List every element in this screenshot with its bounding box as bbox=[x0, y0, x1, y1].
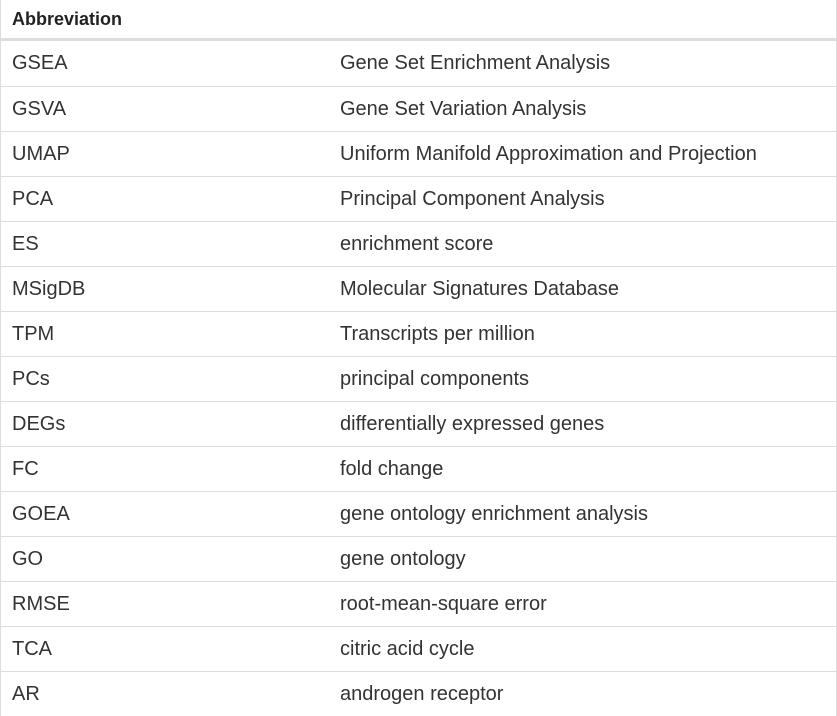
abbreviation-cell: RMSE bbox=[1, 582, 329, 627]
definition-cell: Principal Component Analysis bbox=[329, 177, 837, 222]
column-header-definition bbox=[329, 0, 837, 40]
definition-cell: differentially expressed genes bbox=[329, 402, 837, 447]
table-row: GSEA Gene Set Enrichment Analysis bbox=[1, 40, 837, 87]
abbreviation-cell: MSigDB bbox=[1, 267, 329, 312]
table-row: TCA citric acid cycle bbox=[1, 627, 837, 672]
table-row: FC fold change bbox=[1, 447, 837, 492]
abbreviation-cell: GSEA bbox=[1, 40, 329, 87]
table-row: MSigDB Molecular Signatures Database bbox=[1, 267, 837, 312]
table-body: GSEA Gene Set Enrichment Analysis GSVA G… bbox=[1, 40, 837, 716]
definition-cell: citric acid cycle bbox=[329, 627, 837, 672]
definition-cell: Gene Set Variation Analysis bbox=[329, 87, 837, 132]
definition-cell: gene ontology enrichment analysis bbox=[329, 492, 837, 537]
definition-cell: principal components bbox=[329, 357, 837, 402]
definition-cell: gene ontology bbox=[329, 537, 837, 582]
abbreviation-cell: AR bbox=[1, 672, 329, 716]
abbreviation-cell: FC bbox=[1, 447, 329, 492]
column-header-abbreviation: Abbreviation bbox=[1, 0, 329, 40]
abbreviation-cell: UMAP bbox=[1, 132, 329, 177]
definition-cell: Uniform Manifold Approximation and Proje… bbox=[329, 132, 837, 177]
table-row: ES enrichment score bbox=[1, 222, 837, 267]
abbreviation-cell: TCA bbox=[1, 627, 329, 672]
abbreviation-cell: ES bbox=[1, 222, 329, 267]
table-row: AR androgen receptor bbox=[1, 672, 837, 716]
definition-cell: root-mean-square error bbox=[329, 582, 837, 627]
table-header-row: Abbreviation bbox=[1, 0, 837, 40]
table-row: GSVA Gene Set Variation Analysis bbox=[1, 87, 837, 132]
abbreviation-cell: GO bbox=[1, 537, 329, 582]
table-row: PCs principal components bbox=[1, 357, 837, 402]
definition-cell: Gene Set Enrichment Analysis bbox=[329, 40, 837, 87]
definition-cell: enrichment score bbox=[329, 222, 837, 267]
table-row: GO gene ontology bbox=[1, 537, 837, 582]
definition-cell: Molecular Signatures Database bbox=[329, 267, 837, 312]
abbreviation-cell: PCA bbox=[1, 177, 329, 222]
table-row: DEGs differentially expressed genes bbox=[1, 402, 837, 447]
table-row: TPM Transcripts per million bbox=[1, 312, 837, 357]
definition-cell: androgen receptor bbox=[329, 672, 837, 716]
abbreviation-cell: TPM bbox=[1, 312, 329, 357]
abbreviation-cell: PCs bbox=[1, 357, 329, 402]
table-row: UMAP Uniform Manifold Approximation and … bbox=[1, 132, 837, 177]
definition-cell: fold change bbox=[329, 447, 837, 492]
abbreviation-cell: GOEA bbox=[1, 492, 329, 537]
table-row: GOEA gene ontology enrichment analysis bbox=[1, 492, 837, 537]
abbreviation-cell: DEGs bbox=[1, 402, 329, 447]
table-row: RMSE root-mean-square error bbox=[1, 582, 837, 627]
table-row: PCA Principal Component Analysis bbox=[1, 177, 837, 222]
definition-cell: Transcripts per million bbox=[329, 312, 837, 357]
abbreviation-cell: GSVA bbox=[1, 87, 329, 132]
